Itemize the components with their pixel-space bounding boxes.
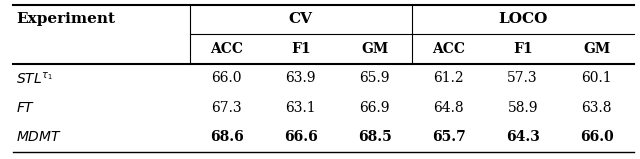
Text: 63.1: 63.1 bbox=[285, 101, 316, 115]
Text: 64.8: 64.8 bbox=[433, 101, 464, 115]
Text: F1: F1 bbox=[513, 42, 532, 56]
Text: 65.7: 65.7 bbox=[432, 130, 465, 144]
Text: $\mathit{MDMT}$: $\mathit{MDMT}$ bbox=[16, 130, 62, 144]
Text: 61.2: 61.2 bbox=[433, 71, 464, 85]
Text: 63.9: 63.9 bbox=[285, 71, 316, 85]
Text: ACC: ACC bbox=[210, 42, 243, 56]
Text: F1: F1 bbox=[291, 42, 310, 56]
Text: 66.0: 66.0 bbox=[211, 71, 242, 85]
Text: $\mathit{FT}$: $\mathit{FT}$ bbox=[16, 101, 35, 115]
Text: $\mathit{STL}^{\tau_1}$: $\mathit{STL}^{\tau_1}$ bbox=[16, 70, 53, 86]
Text: GM: GM bbox=[583, 42, 610, 56]
Text: 68.6: 68.6 bbox=[210, 130, 244, 144]
Text: 67.3: 67.3 bbox=[211, 101, 242, 115]
Text: 66.9: 66.9 bbox=[360, 101, 390, 115]
Text: 60.1: 60.1 bbox=[581, 71, 612, 85]
Text: LOCO: LOCO bbox=[498, 12, 547, 27]
Text: 65.9: 65.9 bbox=[360, 71, 390, 85]
Text: CV: CV bbox=[289, 12, 313, 27]
Text: 66.6: 66.6 bbox=[284, 130, 317, 144]
Text: GM: GM bbox=[361, 42, 388, 56]
Text: 57.3: 57.3 bbox=[508, 71, 538, 85]
Text: 64.3: 64.3 bbox=[506, 130, 540, 144]
Text: 58.9: 58.9 bbox=[508, 101, 538, 115]
Text: 63.8: 63.8 bbox=[581, 101, 612, 115]
Text: ACC: ACC bbox=[432, 42, 465, 56]
Text: Experiment: Experiment bbox=[16, 12, 115, 27]
Text: 66.0: 66.0 bbox=[580, 130, 614, 144]
Text: 68.5: 68.5 bbox=[358, 130, 392, 144]
